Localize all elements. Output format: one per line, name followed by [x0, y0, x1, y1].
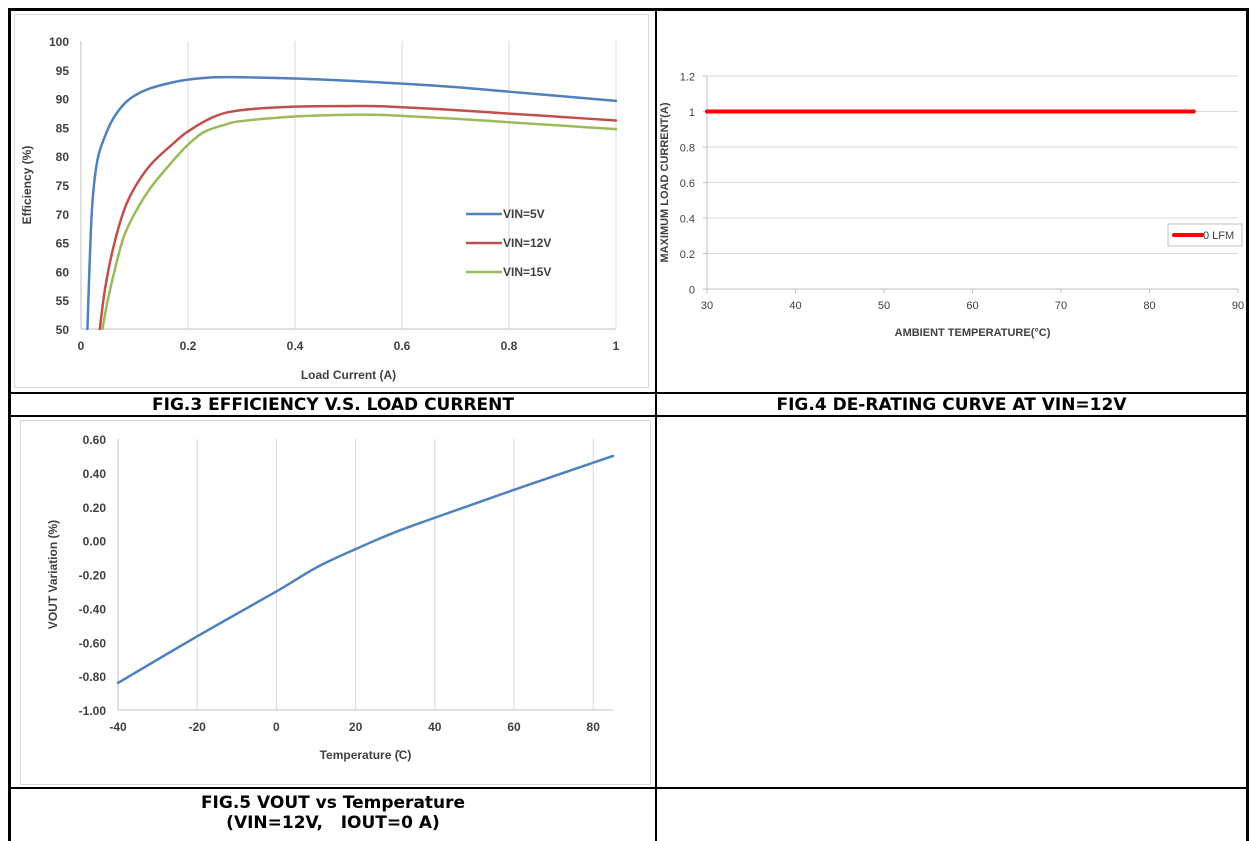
fig5-xtick-label-2: 0 — [273, 720, 280, 734]
fig5-ytick-label-3: -0.40 — [79, 602, 107, 616]
fig5-xtick-label-1: -20 — [189, 720, 207, 734]
fig3-ytick-label-9: 95 — [56, 64, 70, 78]
fig3-ytick-label-6: 80 — [56, 150, 70, 164]
fig5-ytick-label-2: -0.60 — [79, 636, 107, 650]
fig3-ytick-label-0: 50 — [56, 323, 70, 337]
fig4-ytick-label-3: 0.6 — [680, 178, 695, 190]
fig3-ytick-label-7: 85 — [56, 121, 70, 135]
fig4-ytick-label-4: 0.8 — [680, 143, 695, 155]
fig4-xtick-label-2: 50 — [878, 300, 890, 312]
fig3-ytick-label-3: 65 — [56, 237, 70, 251]
fig5-series-line-0 — [118, 456, 613, 683]
fig3-xtick-label-1: 0.2 — [180, 339, 197, 353]
fig3-legend-label-0: VIN=5V — [503, 207, 545, 221]
fig5-xtick-label-5: 60 — [507, 720, 521, 734]
fig4-ytick-label-5: 1 — [689, 107, 695, 119]
fig3-ytick-label-10: 100 — [49, 35, 69, 49]
fig3-ytick-label-8: 90 — [56, 93, 70, 107]
fig5-ytick-label-4: -0.20 — [79, 569, 107, 583]
fig3-xtick-label-4: 0.8 — [501, 339, 518, 353]
fig3-ytick-label-4: 70 — [56, 208, 70, 222]
fig4-ytick-label-1: 0.2 — [680, 249, 695, 261]
fig5-xtick-label-4: 40 — [428, 720, 442, 734]
fig4-xtick-label-5: 80 — [1143, 300, 1155, 312]
fig5-xtick-label-6: 80 — [587, 720, 601, 734]
fig5-ytick-label-6: 0.20 — [83, 501, 107, 515]
fig3-x-axis-title: Load Current (A) — [301, 368, 396, 382]
fig5-x-axis-title: Temperature (̊C) — [320, 748, 412, 762]
fig4-legend-label-0: 0 LFM — [1203, 230, 1234, 242]
fig3-legend-label-1: VIN=12V — [503, 236, 551, 250]
fig3-ytick-label-5: 75 — [56, 179, 70, 193]
fig5-xtick-label-3: 20 — [349, 720, 363, 734]
fig3-y-axis-title: Efficiency (%) — [20, 146, 34, 225]
fig4-xtick-label-6: 90 — [1232, 300, 1244, 312]
fig5-ytick-label-0: -1.00 — [79, 704, 107, 718]
fig5-ytick-label-1: -0.80 — [79, 670, 107, 684]
fig4-ytick-label-0: 0 — [689, 285, 695, 297]
fig3-xtick-label-5: 1 — [613, 339, 620, 353]
fig3-xtick-label-0: 0 — [78, 339, 85, 353]
fig5-ytick-label-7: 0.40 — [83, 467, 107, 481]
fig5-ytick-label-5: 0.00 — [83, 535, 107, 549]
fig4-xtick-label-0: 30 — [701, 300, 713, 312]
fig3-legend-label-2: VIN=15V — [503, 265, 551, 279]
fig4-xtick-label-1: 40 — [789, 300, 801, 312]
fig3-xtick-label-2: 0.4 — [287, 339, 304, 353]
fig3-series-line-2 — [102, 115, 616, 329]
fig3-ytick-label-1: 55 — [56, 294, 70, 308]
fig5-y-axis-title: VOUT Variation (%) — [46, 520, 60, 629]
fig4-ytick-label-2: 0.4 — [680, 214, 695, 226]
fig5-ytick-label-8: 0.60 — [83, 433, 107, 447]
fig3-ytick-label-2: 60 — [56, 265, 70, 279]
fig3-xtick-label-3: 0.6 — [394, 339, 411, 353]
fig4-xtick-label-4: 70 — [1055, 300, 1067, 312]
fig4-xtick-label-3: 60 — [966, 300, 978, 312]
fig5-xtick-label-0: -40 — [109, 720, 127, 734]
fig4-ytick-label-6: 1.2 — [680, 72, 695, 84]
fig4-x-axis-title: AMBIENT TEMPERATURE(°C) — [895, 327, 1051, 339]
fig4-y-axis-title: MAXIMUM LOAD CURRENT(A) — [659, 102, 671, 262]
